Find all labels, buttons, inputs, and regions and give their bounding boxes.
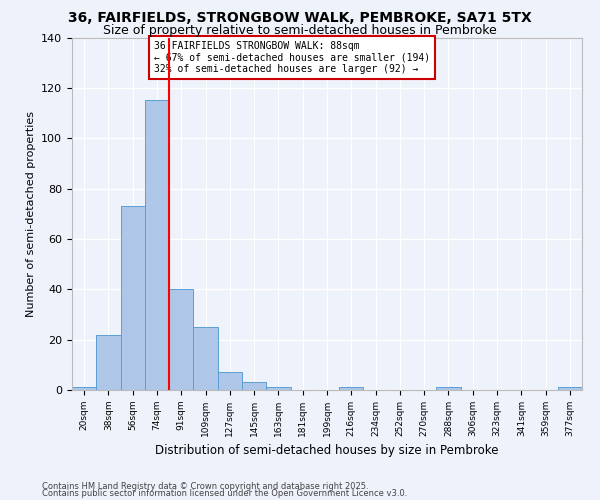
Text: Contains HM Land Registry data © Crown copyright and database right 2025.: Contains HM Land Registry data © Crown c… <box>42 482 368 491</box>
Bar <box>96 334 121 390</box>
Bar <box>558 388 582 390</box>
Bar <box>72 388 96 390</box>
Bar <box>218 372 242 390</box>
Y-axis label: Number of semi-detached properties: Number of semi-detached properties <box>26 111 35 317</box>
Text: 36 FAIRFIELDS STRONGBOW WALK: 88sqm
← 67% of semi-detached houses are smaller (1: 36 FAIRFIELDS STRONGBOW WALK: 88sqm ← 67… <box>154 41 430 74</box>
Bar <box>193 327 218 390</box>
Bar <box>145 100 169 390</box>
X-axis label: Distribution of semi-detached houses by size in Pembroke: Distribution of semi-detached houses by … <box>155 444 499 458</box>
Bar <box>266 388 290 390</box>
Bar <box>121 206 145 390</box>
Bar <box>242 382 266 390</box>
Bar <box>339 388 364 390</box>
Bar <box>169 290 193 390</box>
Bar <box>436 388 461 390</box>
Text: 36, FAIRFIELDS, STRONGBOW WALK, PEMBROKE, SA71 5TX: 36, FAIRFIELDS, STRONGBOW WALK, PEMBROKE… <box>68 11 532 25</box>
Text: Size of property relative to semi-detached houses in Pembroke: Size of property relative to semi-detach… <box>103 24 497 37</box>
Text: Contains public sector information licensed under the Open Government Licence v3: Contains public sector information licen… <box>42 490 407 498</box>
